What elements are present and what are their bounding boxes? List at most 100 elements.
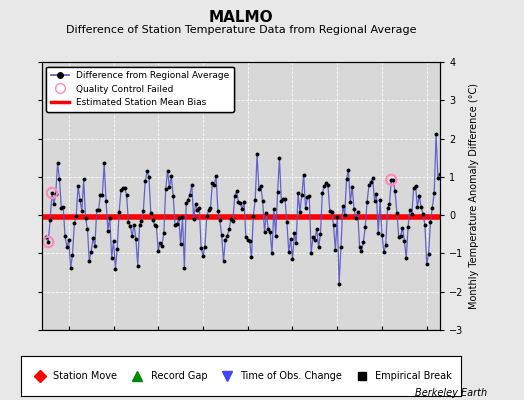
Text: MALMO: MALMO <box>209 10 274 25</box>
Point <box>152 223 160 229</box>
Point <box>173 221 181 228</box>
Point <box>161 186 170 192</box>
Point <box>169 192 177 199</box>
Point <box>389 176 397 183</box>
Point <box>359 239 367 246</box>
Point <box>106 214 114 221</box>
Point <box>64 237 73 244</box>
Point <box>309 234 317 240</box>
Point <box>227 215 235 222</box>
Point <box>271 232 280 239</box>
Point <box>322 180 330 186</box>
Point <box>430 190 439 196</box>
Point <box>333 214 342 220</box>
Point <box>422 261 431 267</box>
Point <box>225 226 233 233</box>
Point <box>238 206 246 212</box>
Point <box>190 216 198 222</box>
Point <box>67 265 75 271</box>
Point <box>141 178 149 184</box>
Point <box>210 182 219 188</box>
Point <box>199 252 207 259</box>
Point <box>381 242 390 248</box>
Point <box>154 248 162 254</box>
Point <box>329 222 337 228</box>
Y-axis label: Monthly Temperature Anomaly Difference (°C): Monthly Temperature Anomaly Difference (… <box>469 83 479 309</box>
Point <box>320 183 329 189</box>
Point <box>374 230 383 236</box>
Point <box>318 190 326 196</box>
Point <box>184 196 192 203</box>
Point <box>42 234 51 240</box>
Point <box>115 209 123 216</box>
Point <box>178 214 187 220</box>
Point <box>182 200 190 206</box>
Point <box>409 185 418 191</box>
Point <box>426 219 434 225</box>
Point <box>232 188 241 195</box>
Point <box>118 184 127 191</box>
Point <box>180 264 189 271</box>
Point <box>236 200 245 206</box>
Point <box>339 202 347 209</box>
Legend: Difference from Regional Average, Quality Control Failed, Estimated Station Mean: Difference from Regional Average, Qualit… <box>47 66 234 112</box>
Point <box>253 151 261 158</box>
Point <box>208 180 216 186</box>
Point <box>59 204 68 210</box>
Point <box>191 201 200 207</box>
Point <box>156 240 165 246</box>
Point <box>107 254 116 261</box>
Point <box>98 192 106 198</box>
Point <box>150 222 159 228</box>
Point <box>121 185 129 191</box>
Point <box>361 224 369 230</box>
Point <box>223 233 232 240</box>
Point <box>305 193 313 199</box>
Point <box>215 217 224 223</box>
Point <box>245 238 254 244</box>
Point <box>298 192 306 198</box>
Point <box>395 234 403 240</box>
Point <box>134 262 142 269</box>
Point <box>221 236 230 243</box>
Point <box>76 196 84 203</box>
Point <box>257 183 265 189</box>
Point <box>57 204 66 211</box>
Point <box>102 198 110 204</box>
Point <box>314 244 323 251</box>
Point <box>96 191 105 198</box>
Point <box>93 206 101 213</box>
Point <box>363 199 372 205</box>
Point <box>258 198 267 204</box>
Point <box>81 215 90 222</box>
Point <box>262 210 270 216</box>
Point <box>434 175 442 181</box>
Point <box>424 250 433 257</box>
Point <box>296 209 304 215</box>
Point <box>186 192 194 198</box>
Point <box>348 184 356 190</box>
Point <box>174 214 183 221</box>
Point <box>132 236 140 242</box>
Point <box>341 212 349 218</box>
Point <box>44 239 52 245</box>
Point <box>260 229 269 235</box>
Point <box>406 206 414 213</box>
Point <box>391 188 399 194</box>
Point <box>220 258 228 264</box>
Point <box>413 204 422 210</box>
Point <box>283 219 291 226</box>
Point <box>292 240 300 246</box>
Text: Berkeley Earth: Berkeley Earth <box>415 388 487 398</box>
Point <box>400 238 409 244</box>
Point <box>242 234 250 241</box>
Point <box>123 192 131 198</box>
Point <box>311 237 319 243</box>
Point <box>290 230 299 236</box>
Point <box>48 190 56 196</box>
Point <box>44 239 52 245</box>
Point <box>288 256 297 262</box>
Point <box>307 250 315 256</box>
Point <box>419 210 427 217</box>
Point <box>147 210 155 216</box>
